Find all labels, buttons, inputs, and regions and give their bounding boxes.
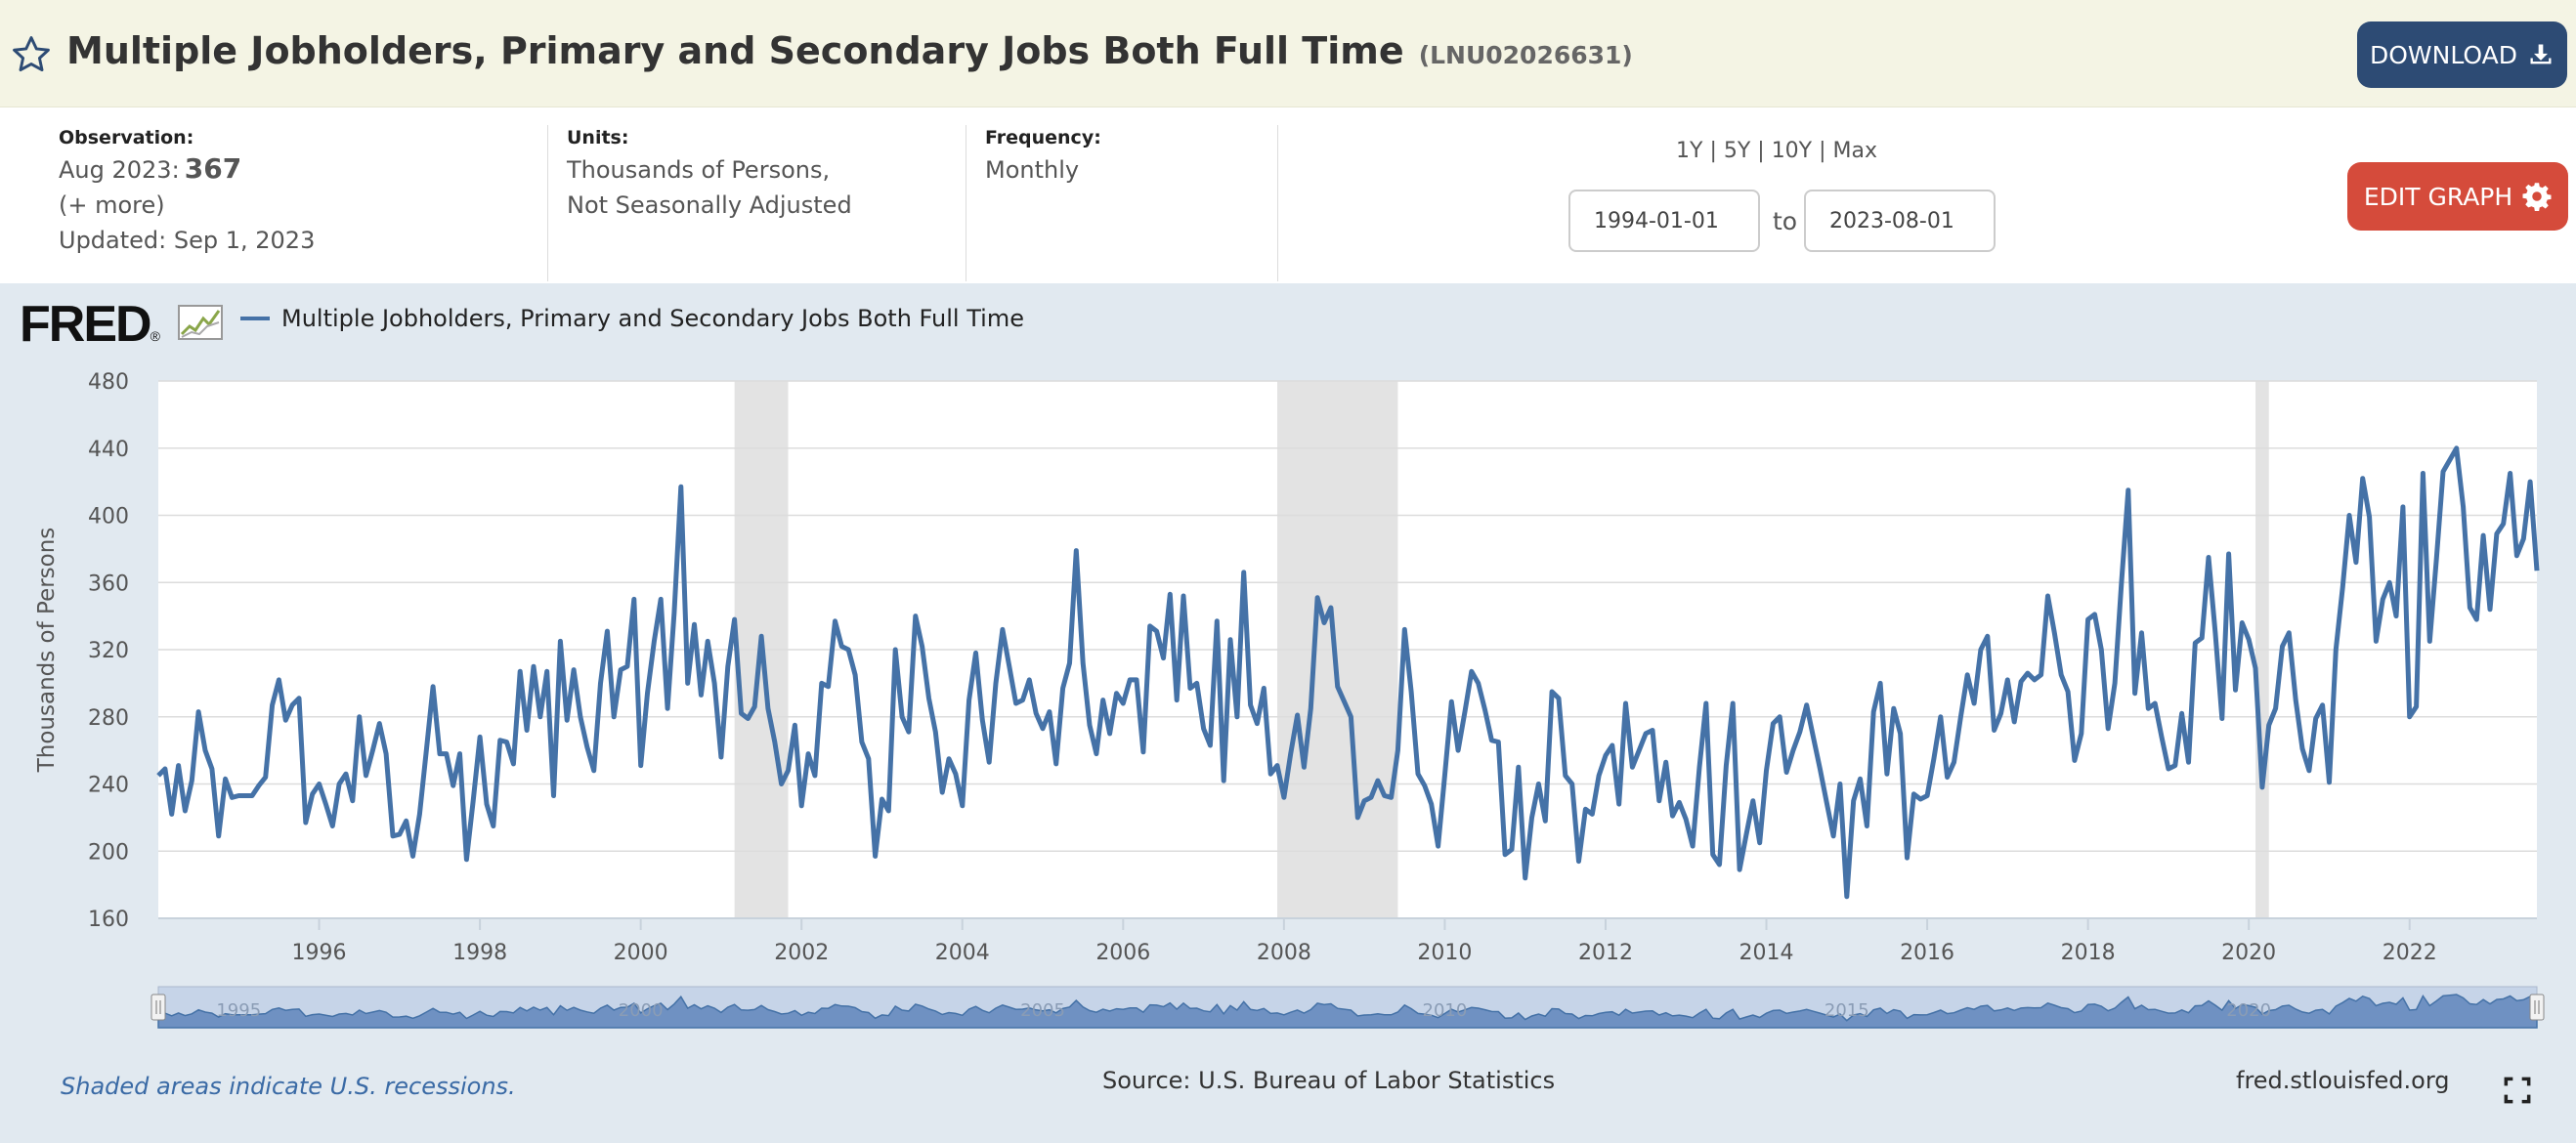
y-axis: 160 200 240 280 320 360 400 440 480 — [88, 370, 129, 932]
y-tick-label: 200 — [88, 840, 129, 865]
legend-swatch — [240, 317, 270, 320]
frequency-label: Frequency: — [985, 127, 1101, 148]
fred-logo-text: FRED — [20, 296, 152, 353]
range-10y-link[interactable]: 10Y — [1771, 139, 1813, 163]
series — [156, 445, 2540, 900]
recession-note: Shaded areas indicate U.S. recessions. — [61, 1073, 516, 1100]
edit-graph-button[interactable]: EDIT GRAPH — [2347, 162, 2568, 231]
to-label: to — [1773, 207, 1798, 235]
series-id: (LNU02026631) — [1418, 41, 1633, 69]
download-label: DOWNLOAD — [2370, 40, 2517, 69]
fred-chart-icon — [178, 305, 223, 340]
download-icon — [2530, 44, 2552, 64]
end-date-input[interactable] — [1804, 190, 1996, 252]
source-note: Source: U.S. Bureau of Labor Statistics — [1102, 1067, 1556, 1094]
x-tick-label: 2000 — [614, 941, 668, 965]
navigator-handle[interactable] — [150, 994, 166, 1021]
range-separator: | — [1819, 139, 1833, 163]
x-tick-label: 2014 — [1739, 941, 1794, 965]
series-title: Multiple Jobholders, Primary and Seconda… — [66, 29, 1404, 72]
units-line-1: Thousands of Persons, — [567, 156, 831, 184]
chart-area: FRED® Multiple Jobholders, Primary and S… — [0, 283, 2576, 1143]
x-tick-label: 2022 — [2383, 941, 2437, 965]
star-icon[interactable] — [10, 33, 53, 76]
range-separator: | — [1709, 139, 1724, 163]
legend-label: Multiple Jobholders, Primary and Seconda… — [281, 305, 1024, 332]
units-line-2: Not Seasonally Adjusted — [567, 191, 852, 219]
series-title-line: Multiple Jobholders, Primary and Seconda… — [66, 29, 1633, 72]
frequency-value: Monthly — [985, 156, 1080, 184]
x-tick-label: 2002 — [774, 941, 829, 965]
site-credit[interactable]: fred.stlouisfed.org — [2236, 1067, 2450, 1094]
download-button[interactable]: DOWNLOAD — [2357, 21, 2567, 88]
range-1y-link[interactable]: 1Y — [1676, 139, 1703, 163]
title-bar: Multiple Jobholders, Primary and Seconda… — [0, 0, 2576, 107]
x-tick-label: 2016 — [1900, 941, 1954, 965]
gear-icon — [2522, 183, 2552, 211]
range-navigator[interactable]: 1995 2000 2005 2010 2015 2020 — [150, 986, 2545, 1029]
x-tick-label: 2006 — [1095, 941, 1150, 965]
x-tick-label: 2012 — [1578, 941, 1633, 965]
navigator-label: 2020 — [2226, 1000, 2271, 1021]
range-links: 1Y | 5Y | 10Y | Max — [1676, 139, 1877, 163]
x-tick-label: 2018 — [2061, 941, 2116, 965]
updated-date: Updated: Sep 1, 2023 — [59, 227, 316, 254]
divider — [547, 125, 548, 281]
y-tick-label: 360 — [88, 572, 129, 596]
x-tick-label: 2020 — [2221, 941, 2276, 965]
series-metadata: Observation: Aug 2023: 367 (+ more) Upda… — [0, 107, 2576, 283]
observation-block: Observation: Aug 2023: 367 (+ more) Upda… — [59, 127, 315, 258]
units-block: Units: Thousands of Persons, Not Seasona… — [567, 127, 852, 223]
navigator-label: 2015 — [1825, 1000, 1869, 1021]
frequency-block: Frequency: Monthly — [985, 127, 1101, 188]
fred-registered-mark: ® — [150, 328, 160, 344]
fred-logo: FRED® — [20, 295, 160, 354]
observation-label: Observation: — [59, 127, 194, 148]
navigator-handle[interactable] — [2529, 994, 2545, 1021]
y-tick-label: 240 — [88, 774, 129, 798]
x-axis: 1996 1998 2000 2002 2004 2006 2008 2010 2012 2014… — [158, 917, 2537, 965]
x-tick-label: 1998 — [452, 941, 507, 965]
navigator-label: 1995 — [216, 1000, 261, 1021]
navigator-series — [157, 994, 2538, 1029]
range-max-link[interactable]: Max — [1832, 139, 1878, 163]
y-tick-label: 160 — [88, 908, 129, 932]
line-chart: 1996 1998 2000 2002 2004 2006 2008 2010 2012 2014… — [88, 370, 2545, 1029]
series-line — [156, 445, 2540, 900]
y-tick-label: 280 — [88, 706, 129, 731]
range-separator: | — [1757, 139, 1772, 163]
navigator-label: 2005 — [1020, 1000, 1065, 1021]
start-date-input[interactable] — [1568, 190, 1760, 252]
divider — [1277, 125, 1278, 281]
navigator-label: 2000 — [619, 1000, 664, 1021]
y-tick-label: 400 — [88, 505, 129, 529]
fullscreen-icon[interactable] — [2504, 1077, 2531, 1104]
units-label: Units: — [567, 127, 629, 148]
more-observations-link[interactable]: (+ more) — [59, 191, 165, 219]
range-5y-link[interactable]: 5Y — [1723, 139, 1751, 163]
navigator-label: 2010 — [1423, 1000, 1468, 1021]
x-tick-label: 2008 — [1257, 941, 1311, 965]
chart-legend[interactable]: Multiple Jobholders, Primary and Seconda… — [240, 305, 1024, 332]
observation-line: Aug 2023: 367 — [59, 152, 315, 188]
y-tick-label: 480 — [88, 370, 129, 395]
y-tick-label: 320 — [88, 639, 129, 663]
x-tick-label: 2004 — [935, 941, 990, 965]
observation-value: 367 — [184, 152, 242, 185]
observation-date: Aug 2023: — [59, 156, 180, 184]
y-tick-label: 440 — [88, 438, 129, 462]
x-tick-label: 2010 — [1417, 941, 1472, 965]
edit-graph-label: EDIT GRAPH — [2363, 182, 2513, 211]
x-tick-label: 1996 — [292, 941, 347, 965]
